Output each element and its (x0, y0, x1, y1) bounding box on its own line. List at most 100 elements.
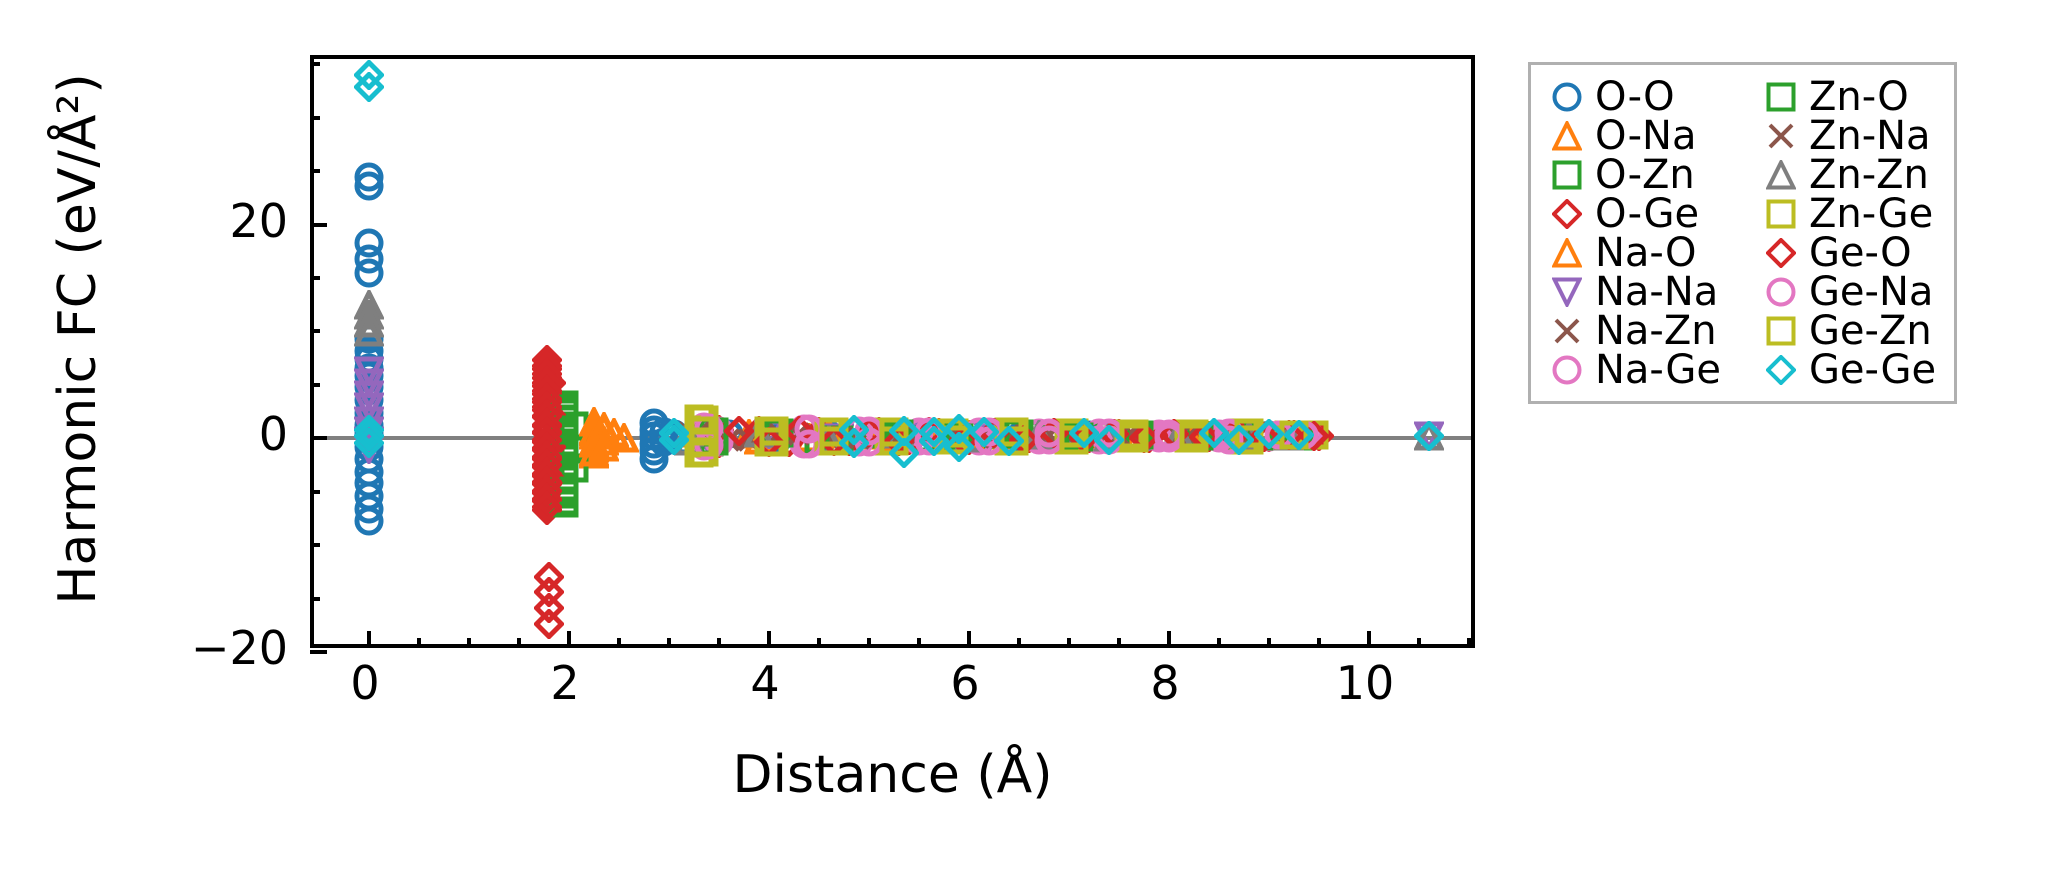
legend-item-o-na[interactable]: O-Na (1545, 112, 1721, 159)
legend-item-label: Zn-Ge (1808, 190, 1934, 237)
data-point (1234, 425, 1264, 459)
data-point (934, 418, 964, 452)
data-point (1184, 421, 1214, 455)
legend-item-label: Zn-Na (1808, 112, 1931, 159)
data-point (689, 416, 719, 450)
data-point (352, 59, 386, 94)
data-point (530, 485, 564, 520)
data-point (530, 352, 564, 388)
data-point (972, 422, 1006, 456)
data-point (862, 415, 896, 451)
legend-item-na-na[interactable]: Na-Na (1545, 272, 1721, 312)
data-point (887, 437, 921, 472)
legend-item-label: Zn-O (1808, 73, 1909, 120)
legend-item-ge-zn[interactable]: Ge-Zn (1759, 307, 1936, 354)
data-point (974, 426, 1004, 460)
data-point (1132, 421, 1166, 455)
data-point (534, 366, 568, 402)
data-point (1294, 420, 1324, 454)
y-tick-label: 20 (229, 193, 288, 248)
x-tick-minor (1217, 638, 1221, 648)
data-point (1174, 423, 1204, 457)
data-point (577, 430, 611, 467)
data-point (684, 415, 714, 449)
data-point (549, 439, 579, 473)
data-point (1052, 418, 1086, 455)
legend-item-label: Ge-Na (1808, 268, 1934, 315)
data-point (684, 404, 714, 438)
legend-item-label: Na-Zn (1595, 307, 1717, 354)
data-point (352, 380, 386, 414)
data-point (354, 372, 384, 406)
data-point (804, 425, 834, 459)
data-point (352, 356, 386, 390)
data-point (530, 358, 564, 393)
legend-item-ge-o[interactable]: Ge-O (1759, 233, 1936, 273)
legend-item-label: O-Na (1595, 112, 1697, 159)
data-point (530, 466, 564, 501)
data-point (354, 162, 384, 196)
data-point (1164, 421, 1194, 455)
y-tick-minor (310, 382, 320, 387)
y-tick-minor (310, 169, 320, 174)
data-point (832, 424, 866, 460)
data-point (530, 449, 564, 484)
legend-item-na-ge[interactable]: Na-Ge (1545, 350, 1721, 390)
data-point (784, 419, 814, 453)
square-marker-icon (1759, 77, 1803, 116)
data-point (1229, 418, 1259, 452)
legend-item-na-zn[interactable]: Na-Zn (1545, 307, 1721, 354)
data-point (352, 314, 386, 351)
legend-item-zn-o[interactable]: Zn-O (1759, 73, 1936, 120)
data-point (352, 434, 386, 468)
data-point (1179, 423, 1209, 457)
data-point (819, 426, 849, 460)
data-point (352, 420, 386, 455)
data-point (914, 423, 944, 457)
legend-item-ge-ge[interactable]: Ge-Ge (1759, 350, 1936, 390)
data-point (754, 418, 784, 452)
data-point (704, 427, 734, 461)
data-point (942, 412, 976, 448)
x-tick-label: 4 (750, 656, 780, 710)
data-point (530, 490, 564, 526)
data-point (559, 411, 589, 445)
legend-item-zn-zn[interactable]: Zn-Zn (1759, 155, 1936, 195)
data-point (759, 416, 789, 450)
data-point (352, 416, 386, 450)
data-point (549, 462, 579, 496)
data-point (549, 430, 579, 464)
data-point (1024, 418, 1054, 452)
legend-item-na-o[interactable]: Na-O (1545, 233, 1721, 273)
legend-item-o-zn[interactable]: O-Zn (1545, 155, 1721, 195)
data-point (354, 410, 384, 444)
data-point (1154, 421, 1184, 455)
legend-item-zn-na[interactable]: Zn-Na (1759, 112, 1936, 159)
data-point (1174, 419, 1204, 453)
data-point (694, 413, 724, 447)
data-point (934, 422, 964, 456)
data-point (530, 409, 564, 445)
data-point (882, 424, 916, 460)
data-point (802, 415, 836, 451)
legend-item-label: Ge-Zn (1808, 307, 1932, 354)
data-point (530, 459, 564, 495)
x-tick-minor (417, 638, 421, 648)
y-tick-minor (310, 62, 320, 67)
data-point (689, 427, 719, 461)
legend-item-o-ge[interactable]: O-Ge (1545, 194, 1721, 234)
circle-marker-icon (1545, 77, 1589, 116)
data-point (530, 375, 564, 410)
data-point (352, 406, 386, 440)
data-point (1067, 417, 1101, 452)
data-point (549, 415, 579, 449)
legend-item-zn-ge[interactable]: Zn-Ge (1759, 190, 1936, 237)
data-point (352, 287, 386, 324)
data-point (1059, 425, 1089, 459)
data-point (982, 417, 1016, 452)
data-point (530, 442, 564, 478)
legend-item-o-o[interactable]: O-O (1545, 77, 1721, 117)
data-point (882, 420, 916, 457)
legend-item-ge-na[interactable]: Ge-Na (1759, 268, 1936, 315)
data-point (1282, 419, 1316, 454)
